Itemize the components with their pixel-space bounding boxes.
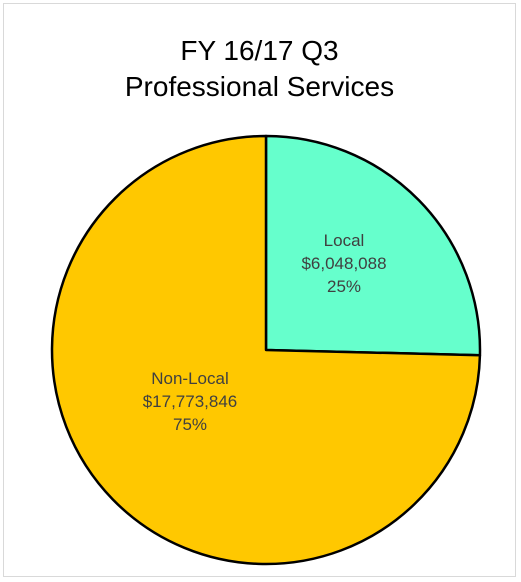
- data-label-non-local-line-1: Non-Local: [151, 369, 229, 388]
- data-label-local-line-3: 25%: [327, 277, 361, 296]
- data-label-local-line-2: $6,048,088: [301, 254, 386, 273]
- data-label-non-local-line-3: 75%: [173, 415, 207, 434]
- chart-title-line-1: FY 16/17 Q3: [180, 35, 339, 66]
- data-label-non-local-line-2: $17,773,846: [143, 392, 238, 411]
- data-label-local: Local $6,048,088 25%: [301, 231, 386, 296]
- data-label-non-local: Non-Local $17,773,846 75%: [143, 369, 238, 434]
- chart-title-line-2: Professional Services: [124, 71, 395, 102]
- pie-slice-local: [264, 134, 482, 357]
- data-label-local-line-1: Local: [324, 231, 365, 250]
- chart-title: FY 16/17 Q3 Professional Services: [4, 33, 515, 105]
- pie-slice-non-local: [50, 134, 482, 566]
